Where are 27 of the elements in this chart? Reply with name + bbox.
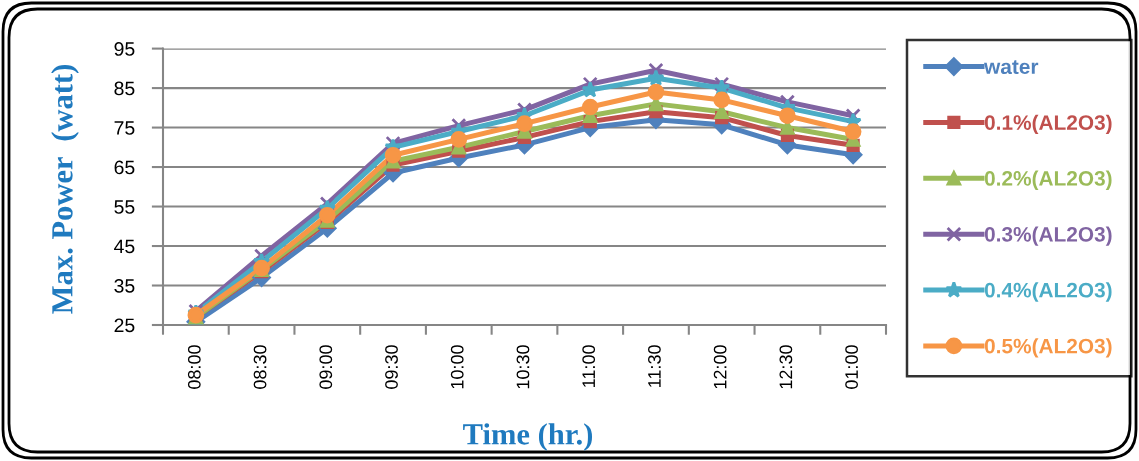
y-tick-label: 25 [114, 318, 135, 333]
x-tick-label: 12:00 [713, 345, 727, 389]
y-tick-label: 75 [114, 121, 135, 135]
legend-label: 0.2%(AL2O3) [984, 170, 1112, 190]
x-tick-label: 12:30 [779, 345, 793, 389]
x-tick-label: 11:00 [582, 345, 596, 387]
y-tick-label: 95 [114, 42, 135, 56]
legend-label: water [984, 60, 1039, 75]
y-tick-label: 55 [114, 200, 135, 214]
legend-label: 0.3%(AL2O3) [984, 226, 1112, 246]
y-tick-label: 65 [114, 160, 135, 175]
x-tick-label: 09:30 [385, 345, 398, 389]
legend-label: 0.4%(AL2O3) [984, 282, 1112, 302]
x-tick-label: 11:30 [648, 345, 661, 387]
y-tick-label: 35 [114, 278, 135, 293]
x-tick-label: 08:00 [187, 345, 201, 389]
x-tick-label: 10:30 [516, 345, 530, 389]
x-tick-label: 01:00 [845, 345, 858, 389]
legend-label: 0.1%(AL2O3) [984, 114, 1112, 135]
legend-label: 0.5%(AL2O3) [984, 338, 1112, 358]
x-tick-label: 10:00 [450, 345, 464, 389]
y-tick-label: 45 [114, 239, 135, 254]
x-tick-label: 08:30 [253, 345, 267, 389]
y-axis-title: Max. Power (watt) [51, 65, 79, 314]
x-axis-title: Time (hr.) [463, 423, 593, 451]
x-tick-label: 09:00 [319, 345, 333, 389]
y-tick-label: 85 [114, 81, 135, 96]
